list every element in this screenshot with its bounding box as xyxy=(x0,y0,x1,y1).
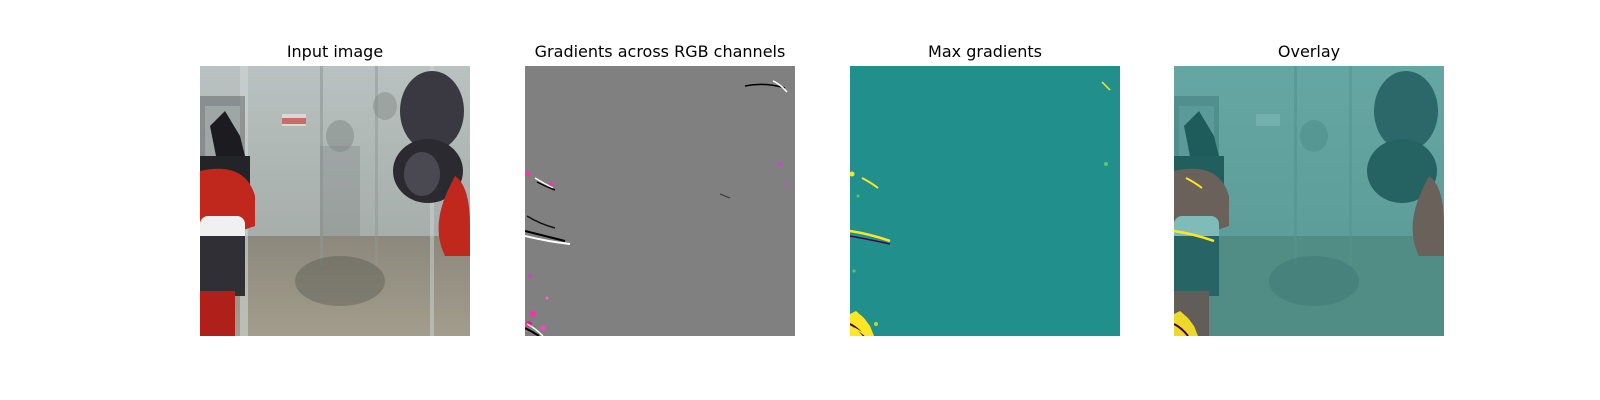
panel-title: Input image xyxy=(286,42,384,61)
panel-input-image: Input image xyxy=(200,0,470,400)
panel-title: Overlay xyxy=(1277,42,1341,61)
max-gradients-image xyxy=(850,66,1120,336)
panel-title: Max gradients xyxy=(928,42,1042,61)
panel-gradients-rgb: Gradients across RGB channels xyxy=(525,0,795,400)
gradients-rgb-image xyxy=(525,66,795,336)
input-image xyxy=(200,66,470,336)
panel-max-gradients: Max gradients xyxy=(850,0,1120,400)
overlay-image xyxy=(1174,66,1444,336)
panel-title: Gradients across RGB channels xyxy=(534,42,786,61)
panel-overlay: Overlay xyxy=(1174,0,1444,400)
